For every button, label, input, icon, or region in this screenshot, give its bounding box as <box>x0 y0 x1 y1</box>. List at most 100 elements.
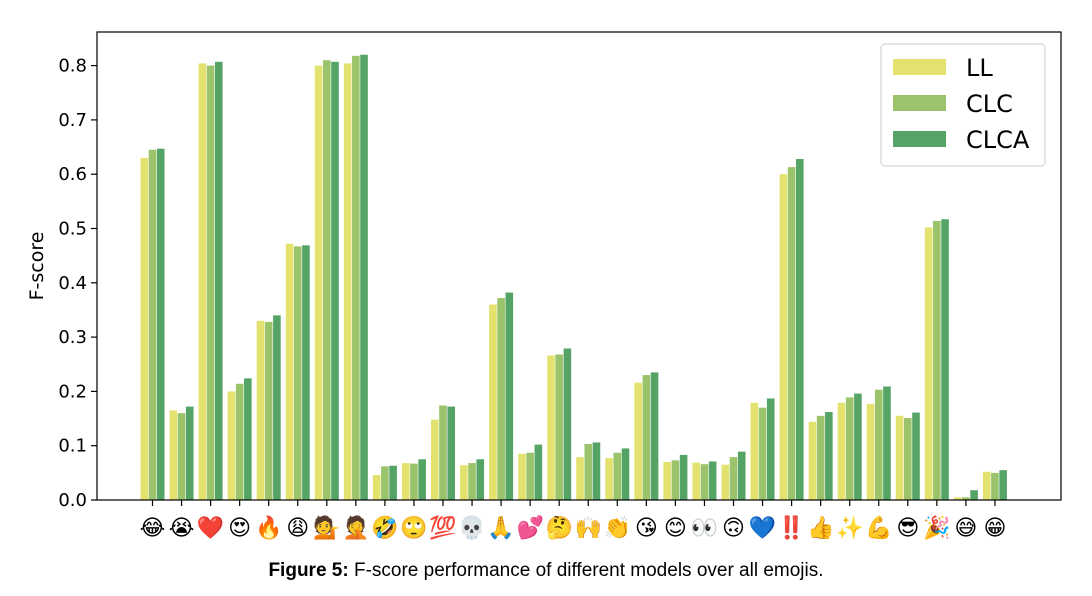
bar-clca-29 <box>999 470 1007 500</box>
bar-clca-25 <box>883 386 891 500</box>
bar-clc-28 <box>962 497 970 500</box>
bar-ll-3 <box>227 391 236 500</box>
y-tick-label: 0.8 <box>58 56 87 77</box>
bar-chart: 0.0 0.1 0.2 0.3 0.4 0.5 0.6 0.7 0.8 😂 😭 ❤️ 😍 🔥 😩 💁 🤦 🤣 🙄 💯… <box>26 31 1062 542</box>
bar-ll-26 <box>895 415 904 500</box>
x-tick-label: 😎 <box>896 516 919 541</box>
x-tick-label: 🎉 <box>923 515 950 541</box>
y-axis-label: F-score <box>26 232 48 301</box>
x-tick-label: 😁 <box>983 516 1006 541</box>
bar-ll-15 <box>576 457 584 500</box>
legend-swatch-clc <box>893 95 946 111</box>
bar-clca-8 <box>389 465 397 500</box>
x-tick-label: ❤️ <box>197 515 225 541</box>
x-tick-label: 😂 <box>140 516 166 541</box>
x-tick-label: ‼️ <box>778 515 805 541</box>
bar-ll-8 <box>372 475 381 500</box>
y-tick-label: 0.5 <box>58 219 87 240</box>
legend-swatch-clca <box>893 131 946 147</box>
x-tick-label: 😩 <box>286 516 309 541</box>
x-tick-label: 🔥 <box>255 515 282 541</box>
bar-clca-18 <box>679 454 688 500</box>
caption-text: F-score performance of different models … <box>348 560 824 581</box>
bar-clc-15 <box>584 444 593 500</box>
bar-ll-19 <box>692 462 701 500</box>
bar-ll-21 <box>750 402 759 500</box>
bar-group <box>140 54 1007 501</box>
bar-clc-24 <box>845 397 854 500</box>
bar-clc-12 <box>497 298 505 500</box>
x-tick-label: 💕 <box>516 515 543 541</box>
y-tick-label: 0.7 <box>58 110 87 131</box>
x-tick-label: 😘 <box>635 516 658 541</box>
bar-clc-4 <box>264 321 273 500</box>
bar-clc-22 <box>787 167 796 500</box>
bar-clca-27 <box>941 219 949 500</box>
bar-clc-25 <box>874 389 883 500</box>
bar-clc-7 <box>352 55 360 500</box>
bar-clc-13 <box>526 452 534 500</box>
bar-ll-20 <box>721 464 730 500</box>
bar-clca-9 <box>418 459 426 500</box>
bar-clca-2 <box>215 61 223 501</box>
bar-ll-22 <box>779 174 788 500</box>
bar-ll-27 <box>924 227 933 500</box>
x-tick-label: 💙 <box>749 515 777 541</box>
x-tick-label: 🤔 <box>545 515 572 541</box>
bar-ll-13 <box>518 453 526 500</box>
y-tick-label: 0.3 <box>58 327 87 348</box>
x-tick-label: 😍 <box>228 516 251 541</box>
x-tick-label: ✨ <box>836 515 863 541</box>
bar-clc-6 <box>323 60 331 501</box>
bar-clc-23 <box>816 415 825 500</box>
bar-clca-13 <box>534 444 543 500</box>
bar-clc-1 <box>177 413 186 500</box>
x-tick-label: 💯 <box>429 515 456 541</box>
bar-ll-11 <box>460 465 468 500</box>
x-tick-label: 👀 <box>691 516 718 541</box>
x-tick-label: 💀 <box>458 515 485 541</box>
y-tick-label: 0.6 <box>58 164 87 185</box>
bar-clc-17 <box>642 375 651 500</box>
bar-clc-0 <box>148 149 157 500</box>
bar-ll-5 <box>285 243 294 500</box>
x-tick-label: 🙌 <box>575 515 602 541</box>
bar-ll-14 <box>547 355 555 500</box>
bar-clca-20 <box>737 451 746 500</box>
bar-ll-12 <box>489 304 497 500</box>
legend-swatch-ll <box>893 59 946 75</box>
bar-clca-19 <box>708 461 717 500</box>
y-tick-label: 0.0 <box>58 490 87 511</box>
x-tick-label: 🤣 <box>370 515 398 542</box>
x-tick-label: 😅 <box>954 516 977 541</box>
bar-clca-4 <box>273 315 281 500</box>
bar-clc-5 <box>293 246 302 500</box>
bar-clca-5 <box>302 245 310 500</box>
bar-clca-6 <box>331 61 339 501</box>
bar-clc-3 <box>235 383 244 500</box>
bar-ll-10 <box>431 419 439 500</box>
bar-clc-11 <box>468 463 476 500</box>
bar-clc-16 <box>613 452 622 500</box>
bar-ll-7 <box>343 63 352 501</box>
bar-ll-6 <box>314 65 323 500</box>
bar-clc-29 <box>991 472 999 500</box>
bar-ll-28 <box>953 497 962 500</box>
bar-ll-2 <box>198 63 207 501</box>
bar-clca-7 <box>360 54 368 501</box>
x-tick-label: 👏 <box>604 515 631 541</box>
x-tick-label: 😊 <box>664 516 687 541</box>
bar-clca-23 <box>825 412 833 500</box>
bar-clca-26 <box>912 412 920 500</box>
legend-label-clc: CLC <box>966 90 1013 118</box>
x-tick-label: 🤦 <box>342 514 369 541</box>
caption-label: Figure 5: <box>268 560 349 581</box>
bar-clc-19 <box>700 464 709 500</box>
y-tick-label: 0.1 <box>58 436 87 457</box>
y-tick-label: 0.4 <box>58 273 87 294</box>
bar-clca-28 <box>970 490 978 500</box>
bar-ll-0 <box>140 157 149 500</box>
y-axis: 0.0 0.1 0.2 0.3 0.4 0.5 0.6 0.7 0.8 <box>58 56 97 511</box>
bar-clc-8 <box>381 466 389 500</box>
bar-ll-9 <box>401 463 410 500</box>
